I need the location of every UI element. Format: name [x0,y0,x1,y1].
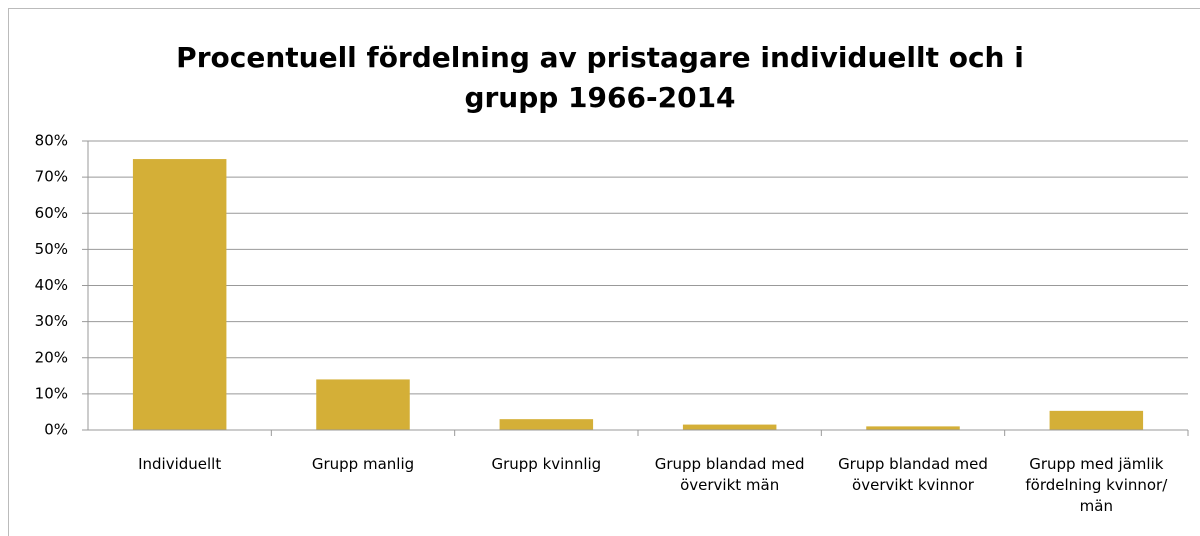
x-tick-label: Grupp kvinnlig [491,455,602,473]
y-tick-label: 20% [35,348,68,366]
bar [316,379,410,430]
y-tick-label: 40% [35,276,68,294]
y-tick-label: 70% [35,168,68,186]
y-tick-label: 80% [35,132,68,150]
bar [682,424,777,430]
x-tick-label: Individuellt [138,455,222,473]
bar [132,159,227,430]
y-tick-label: 10% [35,384,68,402]
y-tick-label: 50% [35,240,68,258]
x-tick-label: Grupp blandad med övervikt kvinnor [838,455,988,494]
x-tick-label: Grupp manlig [311,455,415,473]
x-tick-label: Grupp med jämlik fördelning kvinnor/ män [1025,455,1168,515]
y-tick-label: 0% [44,421,68,439]
chart-frame [8,8,1200,536]
bar [499,419,594,430]
bar [1049,410,1144,430]
bar [866,426,960,430]
chart-title: Procentuell fördelning av pristagare ind… [176,41,1024,114]
x-tick-label: Grupp blandad med övervikt män [654,455,805,494]
y-tick-label: 30% [35,312,68,330]
y-tick-label: 60% [35,204,68,222]
